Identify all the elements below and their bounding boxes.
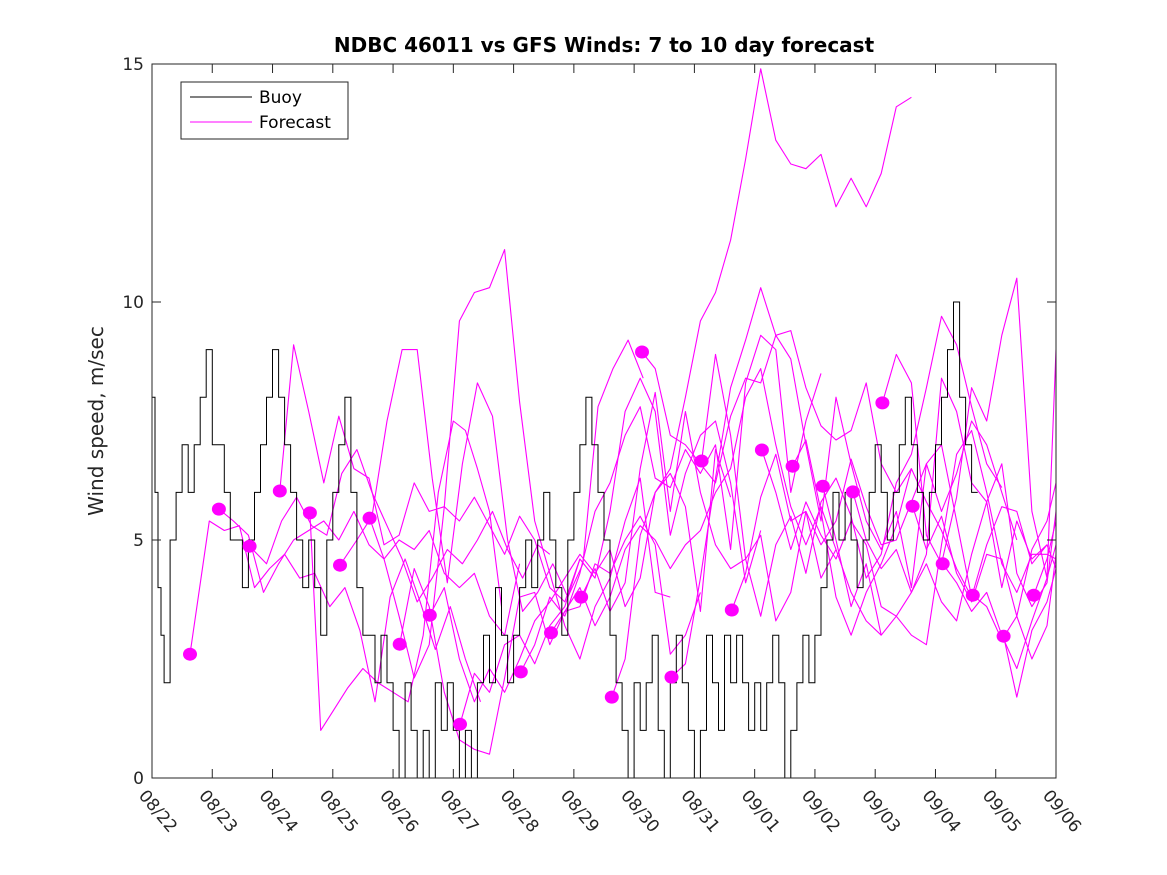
forecast-start-point [815, 479, 830, 493]
forecast-start-point [513, 665, 528, 679]
forecast-series-line [550, 368, 837, 634]
forecast-start-point [333, 558, 347, 572]
forecast-start-point [694, 454, 709, 468]
forecast-series-line [249, 449, 551, 603]
forecast-start-point [574, 590, 589, 604]
forecast-series-line [309, 420, 503, 731]
forecast-start-point [965, 588, 980, 602]
forecast-start-point [242, 539, 257, 553]
legend: Buoy Forecast [180, 81, 349, 140]
chart-title: NDBC 46011 vs GFS Winds: 7 to 10 day for… [334, 33, 875, 57]
forecast-start-point [635, 345, 649, 359]
forecast-start-point [724, 603, 739, 617]
forecast-series-line [611, 68, 912, 698]
forecast-series-line [881, 277, 1056, 579]
y-axis-label: Wind speed, m/sec [84, 326, 108, 516]
y-axis: 0 5 10 15 [122, 55, 1056, 789]
y-tick-label: 10 [122, 293, 144, 313]
forecast-start-point [211, 502, 226, 516]
forecast-start-point [664, 670, 679, 684]
forecast-series-line [189, 520, 482, 703]
forecast-start-point [996, 629, 1011, 643]
forecast-series-line [339, 339, 644, 612]
forecast-series-line [369, 249, 671, 679]
forecast-series-line [822, 429, 1056, 646]
forecast-start-point [183, 647, 197, 661]
legend-label-buoy: Buoy [259, 88, 302, 108]
forecast-start-point [845, 485, 860, 499]
forecast-start-point [785, 459, 800, 473]
forecast-start-point [1026, 588, 1041, 602]
forecast-start-point [905, 499, 920, 513]
forecast-series-line [761, 449, 1048, 622]
forecast-series-line [671, 287, 973, 678]
forecast-series-line [1003, 568, 1056, 698]
forecast-series-line [520, 334, 822, 673]
forecast-series-line [580, 391, 882, 636]
forecast-start-point [875, 396, 890, 410]
forecast-series-line [792, 439, 1056, 636]
forecast-series-line [912, 482, 1056, 617]
y-tick-label: 15 [122, 55, 144, 75]
forecast-series-line [731, 420, 1018, 611]
plot-frame [151, 63, 1057, 779]
legend-box [180, 81, 349, 140]
forecast-start-point [604, 690, 619, 704]
forecast-series-line [279, 344, 581, 603]
forecast-series-line [459, 377, 762, 725]
forecast-start-point [422, 608, 437, 622]
forecast-start-point [754, 443, 769, 457]
forecast-start-point [935, 557, 950, 571]
buoy-series-line [152, 301, 978, 779]
forecast-series-line [218, 508, 521, 636]
plot-area [152, 64, 1056, 778]
y-tick-label: 0 [133, 769, 144, 789]
forecast-series-line [972, 554, 1056, 660]
forecast-start-point [362, 511, 377, 525]
forecast-start-markers [183, 345, 1041, 731]
forecast-start-point [302, 506, 317, 520]
series-layer [152, 68, 1056, 779]
forecast-series-line [1033, 520, 1056, 596]
forecast-start-point [272, 484, 287, 498]
forecast-start-point [544, 626, 558, 640]
forecast-start-point [392, 637, 407, 651]
legend-label-forecast: Forecast [259, 113, 331, 133]
forecast-start-point [453, 717, 467, 731]
y-tick-label: 5 [133, 531, 144, 551]
